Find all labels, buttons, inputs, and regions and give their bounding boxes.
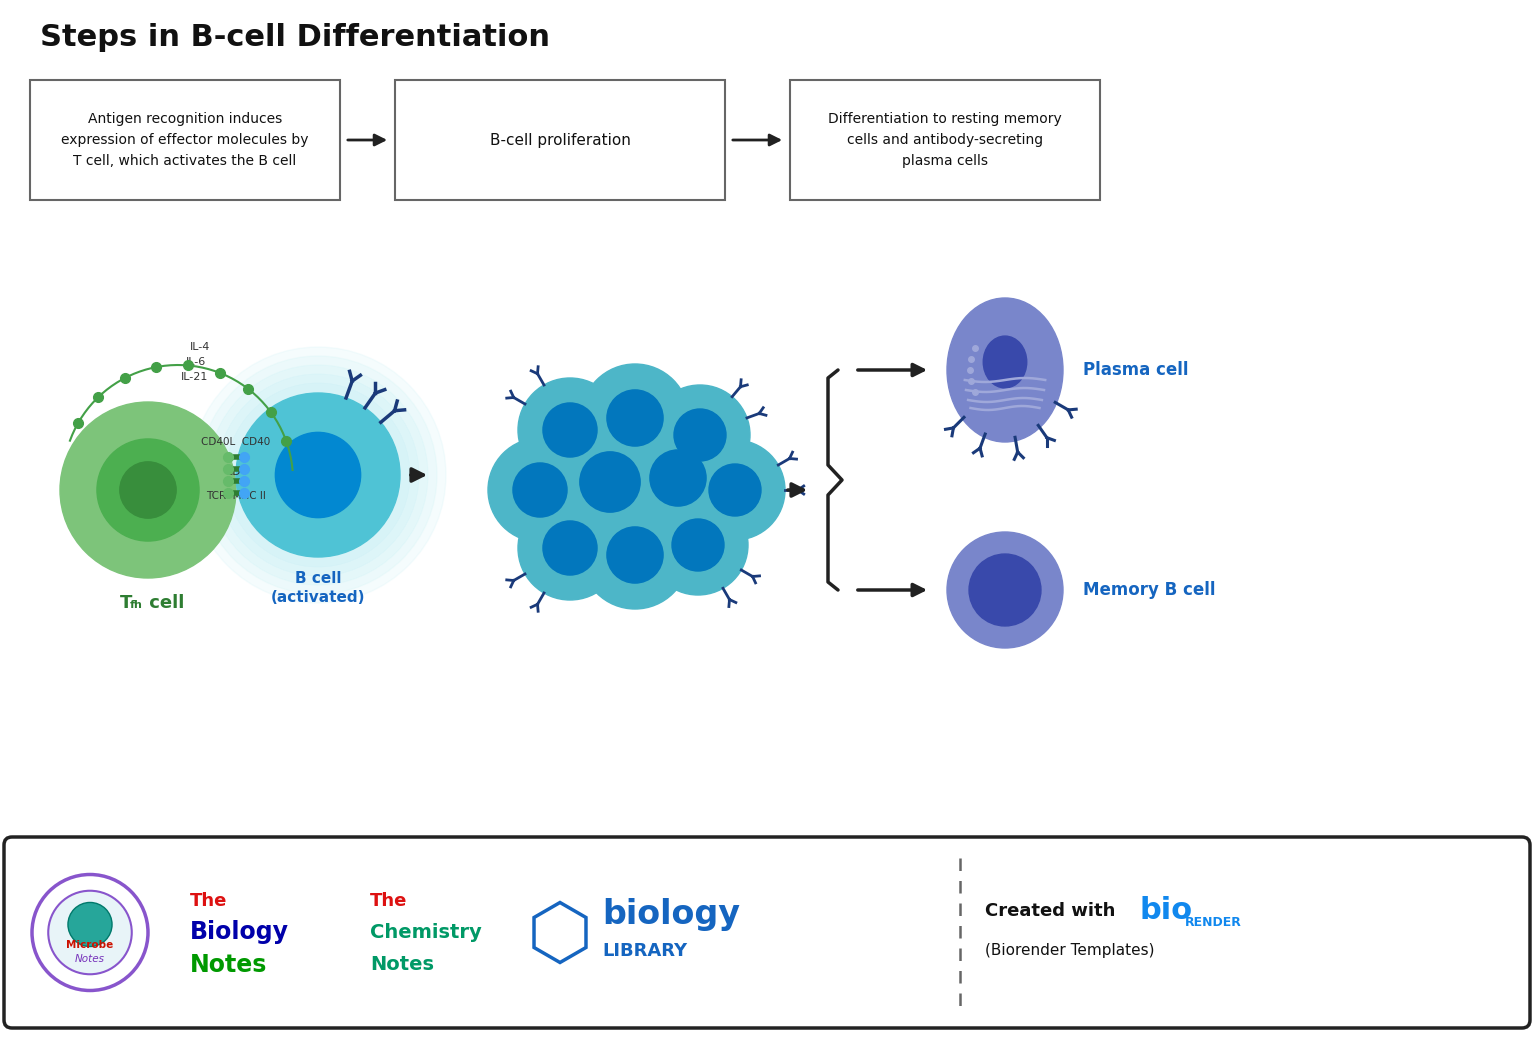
Text: T: T bbox=[120, 595, 132, 612]
Text: bio: bio bbox=[1140, 896, 1193, 925]
Circle shape bbox=[190, 347, 445, 603]
Circle shape bbox=[650, 385, 750, 485]
Circle shape bbox=[513, 463, 567, 517]
Circle shape bbox=[68, 902, 112, 947]
Text: Differentiation to resting memory
cells and antibody-secreting
plasma cells: Differentiation to resting memory cells … bbox=[828, 113, 1061, 168]
Circle shape bbox=[673, 519, 723, 571]
Circle shape bbox=[607, 527, 664, 583]
Text: Microbe: Microbe bbox=[66, 940, 114, 949]
Circle shape bbox=[97, 439, 200, 541]
Text: Created with: Created with bbox=[985, 901, 1115, 920]
Circle shape bbox=[226, 383, 410, 567]
Text: cell: cell bbox=[143, 595, 184, 612]
Circle shape bbox=[607, 390, 664, 446]
Text: IL-21: IL-21 bbox=[181, 372, 209, 382]
Circle shape bbox=[237, 393, 399, 557]
Text: CD4: CD4 bbox=[224, 467, 247, 477]
Circle shape bbox=[969, 554, 1041, 626]
Circle shape bbox=[624, 425, 733, 532]
Text: Notes: Notes bbox=[75, 953, 104, 964]
Text: LIBRARY: LIBRARY bbox=[602, 942, 687, 960]
Text: IL-6: IL-6 bbox=[186, 357, 206, 367]
Text: RENDER: RENDER bbox=[1184, 916, 1243, 929]
Circle shape bbox=[48, 891, 132, 974]
Circle shape bbox=[648, 495, 748, 595]
Circle shape bbox=[207, 365, 429, 585]
Circle shape bbox=[32, 874, 147, 991]
Text: B-cell proliferation: B-cell proliferation bbox=[490, 132, 630, 147]
Text: fh: fh bbox=[131, 600, 143, 610]
Text: Biology: Biology bbox=[190, 921, 289, 945]
Text: CD40L  CD40: CD40L CD40 bbox=[201, 437, 270, 447]
Circle shape bbox=[674, 409, 727, 461]
Circle shape bbox=[685, 440, 785, 540]
Circle shape bbox=[710, 464, 760, 516]
Text: Plasma cell: Plasma cell bbox=[1083, 361, 1189, 379]
Text: Chemistry: Chemistry bbox=[370, 923, 482, 942]
Circle shape bbox=[120, 462, 177, 518]
Text: (Biorender Templates): (Biorender Templates) bbox=[985, 943, 1155, 959]
Circle shape bbox=[275, 433, 361, 517]
Text: Notes: Notes bbox=[190, 952, 267, 976]
Circle shape bbox=[650, 450, 707, 506]
Text: Notes: Notes bbox=[370, 955, 435, 974]
Circle shape bbox=[518, 378, 622, 482]
Text: The: The bbox=[190, 892, 227, 909]
Text: Antigen recognition induces
expression of effector molecules by
T cell, which ac: Antigen recognition induces expression o… bbox=[61, 113, 309, 168]
Circle shape bbox=[200, 356, 438, 595]
Text: Memory B cell: Memory B cell bbox=[1083, 581, 1215, 599]
Circle shape bbox=[581, 501, 690, 609]
FancyBboxPatch shape bbox=[31, 80, 339, 200]
Text: TCR  MHC II: TCR MHC II bbox=[206, 491, 266, 501]
Circle shape bbox=[518, 496, 622, 600]
Text: The: The bbox=[370, 892, 407, 909]
Ellipse shape bbox=[983, 336, 1026, 388]
Circle shape bbox=[488, 438, 591, 542]
Text: Steps in B-cell Differentiation: Steps in B-cell Differentiation bbox=[40, 24, 550, 52]
Text: biology: biology bbox=[602, 898, 740, 931]
FancyBboxPatch shape bbox=[395, 80, 725, 200]
Circle shape bbox=[551, 425, 668, 540]
Circle shape bbox=[581, 452, 641, 512]
Text: IL-4: IL-4 bbox=[190, 342, 210, 351]
Text: B cell
(activated): B cell (activated) bbox=[270, 571, 366, 605]
Ellipse shape bbox=[948, 298, 1063, 442]
FancyBboxPatch shape bbox=[790, 80, 1100, 200]
Circle shape bbox=[581, 364, 690, 472]
Circle shape bbox=[60, 402, 237, 578]
FancyBboxPatch shape bbox=[5, 836, 1530, 1028]
Circle shape bbox=[217, 374, 419, 576]
Circle shape bbox=[542, 520, 598, 575]
Circle shape bbox=[948, 532, 1063, 648]
Circle shape bbox=[542, 403, 598, 457]
